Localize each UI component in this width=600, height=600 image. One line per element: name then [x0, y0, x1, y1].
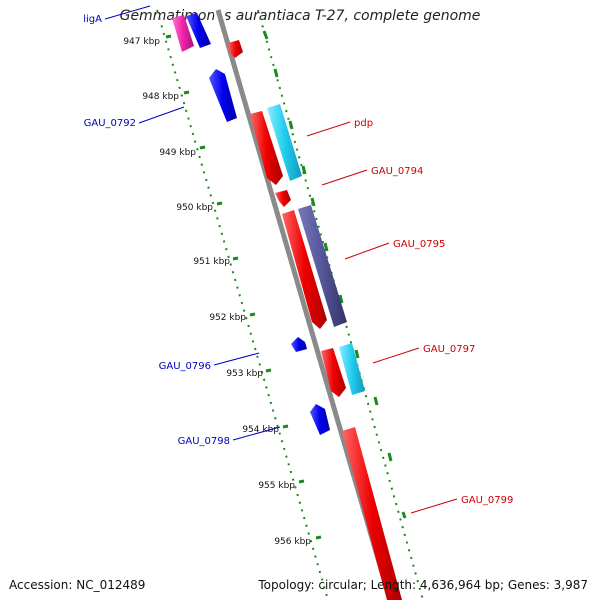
tick-label-953: 953 kbp [226, 369, 263, 379]
gau0799-connector [410, 498, 458, 514]
small-red-feature-top [228, 40, 243, 58]
gau0796-gene [291, 337, 307, 352]
tick-label-947: 947 kbp [123, 37, 160, 47]
ligA-blue-feature [186, 13, 211, 48]
gau0799-gene [342, 427, 402, 600]
tick-label-956: 956 kbp [274, 537, 311, 547]
gau0797-gene-cyan [339, 343, 365, 395]
gau0794-label[interactable]: GAU_0794 [371, 166, 423, 177]
gau0792-label[interactable]: GAU_0792 [84, 118, 136, 129]
ligA-label[interactable]: ligA [83, 14, 102, 25]
tick-label-955: 955 kbp [258, 481, 295, 491]
gau0797-label[interactable]: GAU_0797 [423, 344, 475, 355]
ligA-connector [104, 5, 151, 20]
gau0795-gene-red [282, 210, 327, 329]
gau0792-gene [209, 69, 237, 122]
gau0797-gene-red [321, 348, 346, 397]
pdp-gene-red [250, 111, 283, 185]
accession-text: Accession: NC_012489 [9, 578, 146, 592]
map-title: Gemmatimonas aurantiaca T-27, complete g… [119, 8, 481, 24]
gau0796-label[interactable]: GAU_0796 [159, 361, 211, 372]
gau0795-gene-purple [298, 205, 347, 327]
genome-summary-text: Topology: circular; Length: 4,636,964 bp… [258, 578, 588, 592]
gau0798-gene [310, 404, 330, 435]
ligA-magenta-feature [172, 15, 194, 52]
gau0796-connector [213, 352, 260, 366]
tick-label-952: 952 kbp [209, 313, 246, 323]
tick-label-950: 950 kbp [176, 203, 213, 213]
pdp-connector [306, 121, 351, 137]
gau0799-label[interactable]: GAU_0799 [461, 495, 513, 506]
gau0797-connector [372, 347, 420, 364]
gau0798-connector [232, 426, 281, 441]
tick-label-954: 954 kbp [242, 425, 279, 435]
scale-ticks [165, 34, 322, 540]
gau0798-label[interactable]: GAU_0798 [178, 436, 230, 447]
gau0795-label[interactable]: GAU_0795 [393, 239, 445, 250]
pdp-label[interactable]: pdp [354, 118, 373, 129]
gau0792-connector [138, 106, 185, 124]
tick-label-951: 951 kbp [193, 257, 230, 267]
tick-label-949: 949 kbp [159, 148, 196, 158]
tick-label-948: 948 kbp [142, 92, 179, 102]
pdp-gene-cyan [267, 104, 302, 181]
gau0794-connector [321, 169, 368, 186]
gau0794-gene [275, 190, 291, 207]
outer-dash-marks [262, 30, 407, 519]
gau0795-connector [344, 242, 390, 260]
